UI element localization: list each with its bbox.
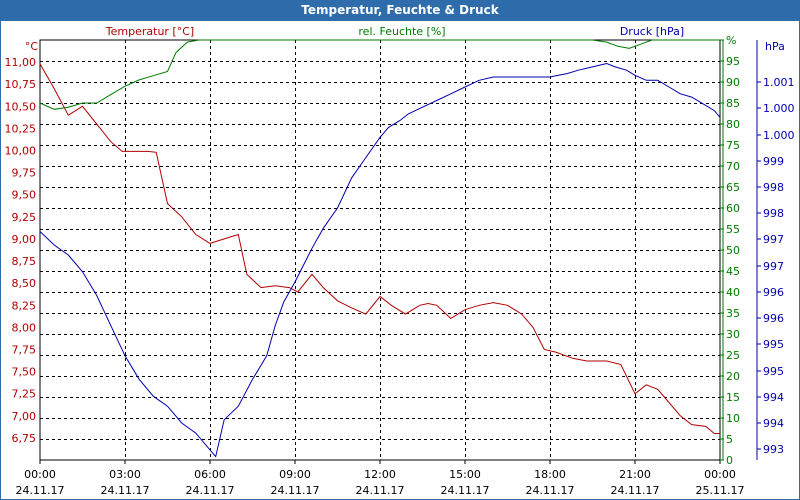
x-tick-label-time: 15:00 bbox=[449, 468, 481, 481]
humidity-tick-label: 45 bbox=[726, 265, 740, 278]
temperature-tick-label: 10,00 bbox=[5, 145, 37, 158]
humidity-tick-label: 55 bbox=[726, 223, 740, 236]
x-tick-label-time: 21:00 bbox=[619, 468, 651, 481]
temperature-tick-label: 10,25 bbox=[5, 122, 37, 135]
pressure-tick-label: 996 bbox=[763, 286, 784, 299]
x-tick-label-date: 24.11.17 bbox=[526, 484, 575, 497]
x-tick-label-date: 24.11.17 bbox=[16, 484, 65, 497]
pressure-tick-label: 1.000 bbox=[763, 102, 795, 115]
series-line-humidity bbox=[39, 39, 720, 110]
title-bar: Temperatur, Feuchte & Druck bbox=[0, 0, 800, 20]
temperature-tick-label: 10,75 bbox=[5, 78, 37, 91]
temperature-tick-label: 9,75 bbox=[12, 167, 37, 180]
humidity-tick-label: 75 bbox=[726, 139, 740, 152]
temperature-tick-label: 10,50 bbox=[5, 100, 37, 113]
chart-title: Temperatur, Feuchte & Druck bbox=[301, 3, 499, 17]
pressure-tick-label: 998 bbox=[763, 181, 784, 194]
legend-pressure: Druck [hPa] bbox=[620, 25, 684, 38]
x-tick-label-time: 00:00 bbox=[704, 468, 736, 481]
pressure-tick-label: 994 bbox=[763, 417, 784, 430]
pressure-tick-label: 1.001 bbox=[763, 76, 795, 89]
humidity-tick-label: 30 bbox=[726, 328, 740, 341]
temperature-tick-label: 7,50 bbox=[12, 366, 37, 379]
humidity-tick-label: 80 bbox=[726, 118, 740, 131]
temperature-tick-label: 8,50 bbox=[12, 277, 37, 290]
humidity-tick-label: 35 bbox=[726, 307, 740, 320]
pressure-tick-label: 993 bbox=[763, 443, 784, 456]
humidity-tick-label: 0 bbox=[726, 454, 733, 467]
temperature-tick-label: 6,75 bbox=[12, 432, 37, 445]
humidity-tick-label: 25 bbox=[726, 349, 740, 362]
pressure-unit-label: hPa bbox=[765, 40, 785, 53]
temperature-tick-label: 7,25 bbox=[12, 388, 37, 401]
x-tick-label-date: 24.11.17 bbox=[271, 484, 320, 497]
pressure-tick-label: 995 bbox=[763, 365, 784, 378]
x-tick-label-time: 12:00 bbox=[364, 468, 396, 481]
x-tick-label-time: 00:00 bbox=[24, 468, 56, 481]
pressure-tick-label: 998 bbox=[763, 207, 784, 220]
legend-temperature: Temperatur [°C] bbox=[105, 25, 194, 38]
temperature-tick-label: 8,00 bbox=[12, 321, 37, 334]
humidity-tick-label: 65 bbox=[726, 181, 740, 194]
humidity-unit-label: % bbox=[726, 34, 736, 47]
temperature-tick-label: 9,25 bbox=[12, 211, 37, 224]
pressure-tick-label: 997 bbox=[763, 233, 784, 246]
temperature-tick-label: 8,25 bbox=[12, 299, 37, 312]
x-tick-label-date: 24.11.17 bbox=[101, 484, 150, 497]
temperature-tick-label: 9,00 bbox=[12, 233, 37, 246]
humidity-tick-label: 60 bbox=[726, 202, 740, 215]
humidity-tick-label: 85 bbox=[726, 97, 740, 110]
temperature-unit-label: °C bbox=[25, 40, 39, 53]
pressure-tick-label: 995 bbox=[763, 338, 784, 351]
series-line-temperature bbox=[39, 63, 720, 434]
x-tick-label-date: 25.11.17 bbox=[696, 484, 745, 497]
series-line-pressure bbox=[39, 62, 721, 458]
x-tick-label-time: 06:00 bbox=[194, 468, 226, 481]
humidity-tick-label: 5 bbox=[726, 433, 733, 446]
x-tick-label-time: 09:00 bbox=[279, 468, 311, 481]
humidity-tick-label: 95 bbox=[726, 55, 740, 68]
humidity-tick-label: 15 bbox=[726, 391, 740, 404]
pressure-tick-label: 1.000 bbox=[763, 129, 795, 142]
pressure-tick-label: 999 bbox=[763, 155, 784, 168]
x-tick-label-time: 18:00 bbox=[534, 468, 566, 481]
humidity-tick-label: 90 bbox=[726, 76, 740, 89]
humidity-tick-label: 50 bbox=[726, 244, 740, 257]
humidity-tick-label: 70 bbox=[726, 160, 740, 173]
legend-humidity: rel. Feuchte [%] bbox=[358, 25, 445, 38]
temperature-tick-label: 8,75 bbox=[12, 255, 37, 268]
pressure-tick-label: 997 bbox=[763, 260, 784, 273]
humidity-tick-label: 40 bbox=[726, 286, 740, 299]
humidity-tick-label: 20 bbox=[726, 370, 740, 383]
chart: 00:00 24.11.17 03:00 24.11.17 06:00 24.11.17 0… bbox=[5, 25, 795, 497]
x-tick-label-date: 24.11.17 bbox=[441, 484, 490, 497]
pressure-tick-label: 996 bbox=[763, 312, 784, 325]
pressure-tick-label: 994 bbox=[763, 391, 784, 404]
temperature-tick-label: 11,00 bbox=[5, 56, 37, 69]
x-tick-label-date: 24.11.17 bbox=[611, 484, 660, 497]
x-tick-label-time: 03:00 bbox=[109, 468, 141, 481]
temperature-tick-label: 7,00 bbox=[12, 410, 37, 423]
temperature-tick-label: 7,75 bbox=[12, 343, 37, 356]
humidity-tick-label: 10 bbox=[726, 412, 740, 425]
temperature-tick-label: 9,50 bbox=[12, 189, 37, 202]
x-tick-label-date: 24.11.17 bbox=[356, 484, 405, 497]
x-tick-label-date: 24.11.17 bbox=[186, 484, 235, 497]
